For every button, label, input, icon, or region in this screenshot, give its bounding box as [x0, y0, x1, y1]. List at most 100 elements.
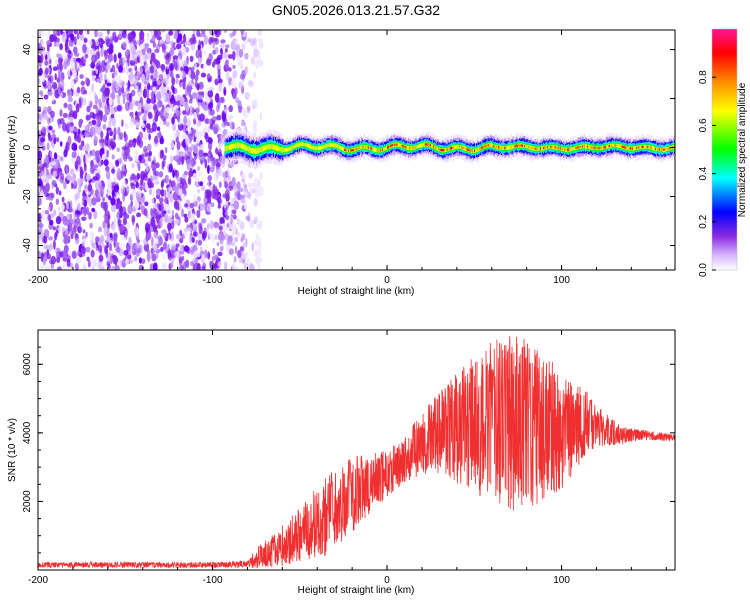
spectrogram-noise-blob: [144, 70, 150, 81]
spectrogram-signal-cell: [475, 148, 477, 153]
spectrogram-noise-blob: [140, 258, 146, 264]
spectrogram-signal-cell: [455, 145, 457, 149]
spectrogram-noise-blob: [162, 228, 167, 239]
spectrogram-peak-cell: [442, 149, 444, 152]
spectrogram-noise-blob: [208, 233, 214, 239]
spectrogram-noise-blob: [73, 46, 78, 54]
spectrogram-peak-cell: [609, 144, 611, 148]
spectrogram-peak-cell: [453, 146, 455, 149]
spectrogram-noise-blob: [129, 101, 134, 111]
spectrogram-noise-blob: [39, 212, 46, 222]
spectrogram-signal-cell: [437, 146, 439, 151]
spectrogram-noise-blob: [254, 216, 258, 223]
spectrogram-noise-blob: [116, 241, 120, 247]
spectrogram-noise-blob: [43, 162, 47, 169]
spectrogram-noise-blob: [253, 177, 259, 183]
spectrogram-noise-blob: [48, 172, 52, 180]
spectrogram-noise-blob: [150, 65, 155, 74]
spectrogram-signal-cell: [315, 146, 318, 151]
spectrogram-noise-blob: [234, 245, 238, 255]
spectrogram-noise-blob: [222, 112, 226, 123]
spectrogram-noise-blob: [62, 250, 68, 259]
spectrogram-noise-blob: [206, 180, 210, 187]
spectrogram-noise-blob: [71, 151, 77, 159]
spectrogram-peak-cell: [446, 148, 449, 151]
spectrogram-signal-cell: [432, 144, 434, 149]
spectrogram-noise-blob: [153, 156, 156, 161]
spectrogram-noise-blob: [55, 251, 62, 259]
spectrogram-peak-cell: [504, 146, 506, 150]
spectrogram-noise-blob: [192, 39, 197, 45]
spectrogram-noise-blob: [144, 152, 148, 157]
spectrogram-signal-cell: [323, 145, 325, 149]
spectrogram-noise-blob: [82, 263, 86, 270]
spectrogram-noise-blob: [154, 170, 160, 177]
spectrogram-peak-cell: [577, 146, 580, 149]
spectrogram-noise-blob: [100, 263, 104, 269]
spectrogram-signal-cell: [537, 146, 540, 152]
spectrogram-noise-blob: [61, 204, 65, 211]
spectrogram-noise-blob: [213, 30, 219, 36]
spectrogram-noise-blob: [61, 196, 65, 203]
spectrogram-noise-blob: [256, 241, 262, 252]
spectrogram-noise-blob: [142, 181, 146, 191]
spectrogram-noise-blob: [67, 249, 72, 256]
spectrogram-signal-cell: [284, 147, 286, 153]
spectrogram-peak-cell: [564, 148, 566, 151]
spectrogram-noise-blob: [181, 46, 186, 56]
spectrogram-peak-cell: [492, 145, 495, 148]
spectrogram-noise-blob: [237, 56, 240, 67]
spectrogram-noise-blob: [197, 189, 201, 193]
spectrogram-noise-blob: [130, 182, 135, 187]
spectrogram-noise-blob: [147, 173, 151, 179]
spectrogram-peak-cell: [636, 146, 638, 150]
spectrogram-noise-blob: [160, 85, 166, 95]
spectrogram-noise-blob: [151, 253, 157, 262]
spectrogram-noise-blob: [67, 103, 73, 111]
spectrogram-noise-blob: [59, 68, 63, 77]
spectrogram-noise-blob: [224, 48, 228, 53]
spectrogram-noise-blob: [134, 65, 138, 72]
spectrogram-signal-cell: [400, 143, 402, 148]
spectrogram-signal-cell: [233, 143, 235, 149]
spectrogram-signal-cell: [556, 145, 558, 150]
spectrogram-signal-cell: [347, 148, 349, 153]
spectrogram-noise-blob: [78, 98, 82, 108]
spectrogram-signal-cell: [617, 143, 619, 148]
spectrogram-noise-blob: [211, 236, 215, 243]
spectrogram-noise-blob: [46, 253, 51, 260]
spectrogram-noise-blob: [226, 223, 230, 228]
spectrogram-noise-blob: [147, 157, 152, 162]
spectrogram-noise-blob: [196, 30, 201, 37]
spectrogram-noise-blob: [126, 82, 130, 87]
spectrogram-signal-cell: [237, 142, 239, 149]
spectrogram-signal-cell: [320, 145, 322, 151]
spectrogram-signal-cell: [508, 145, 510, 150]
spectrogram-noise-blob: [115, 160, 120, 167]
spectrogram-noise-blob: [168, 186, 173, 192]
spectrogram-noise-blob: [83, 199, 88, 208]
spectrogram-signal-cell: [356, 146, 358, 151]
spectrogram-noise-blob: [53, 137, 57, 145]
spectrogram-noise-blob: [141, 158, 146, 164]
spectrogram-peak-cell: [482, 146, 484, 149]
spectrogram-noise-blob: [179, 59, 184, 67]
spectrogram-noise-blob: [156, 235, 163, 240]
spectrogram-noise-blob: [148, 104, 152, 111]
spectrogram-signal-cell: [314, 146, 317, 150]
spectrogram-signal-cell: [580, 144, 583, 149]
spectrogram-signal-cell: [254, 148, 256, 154]
spectrogram-noise-blob: [56, 37, 60, 48]
spectrogram-peak-cell: [351, 149, 353, 152]
spectrogram-noise-blob: [254, 239, 258, 246]
spectrogram-noise-blob: [141, 47, 146, 56]
spectrogram-noise-blob: [160, 180, 164, 189]
spectrogram-noise-blob: [91, 163, 96, 173]
spectrogram-noise-blob: [198, 239, 203, 246]
spectrogram-peak-cell: [363, 145, 365, 148]
spectrogram-noise-blob: [43, 94, 49, 100]
spectrogram-signal-cell: [306, 143, 308, 148]
spectrogram-peak-cell: [624, 146, 627, 149]
spectrogram-noise-blob: [105, 249, 109, 258]
spectrogram-peak-cell: [395, 143, 397, 146]
